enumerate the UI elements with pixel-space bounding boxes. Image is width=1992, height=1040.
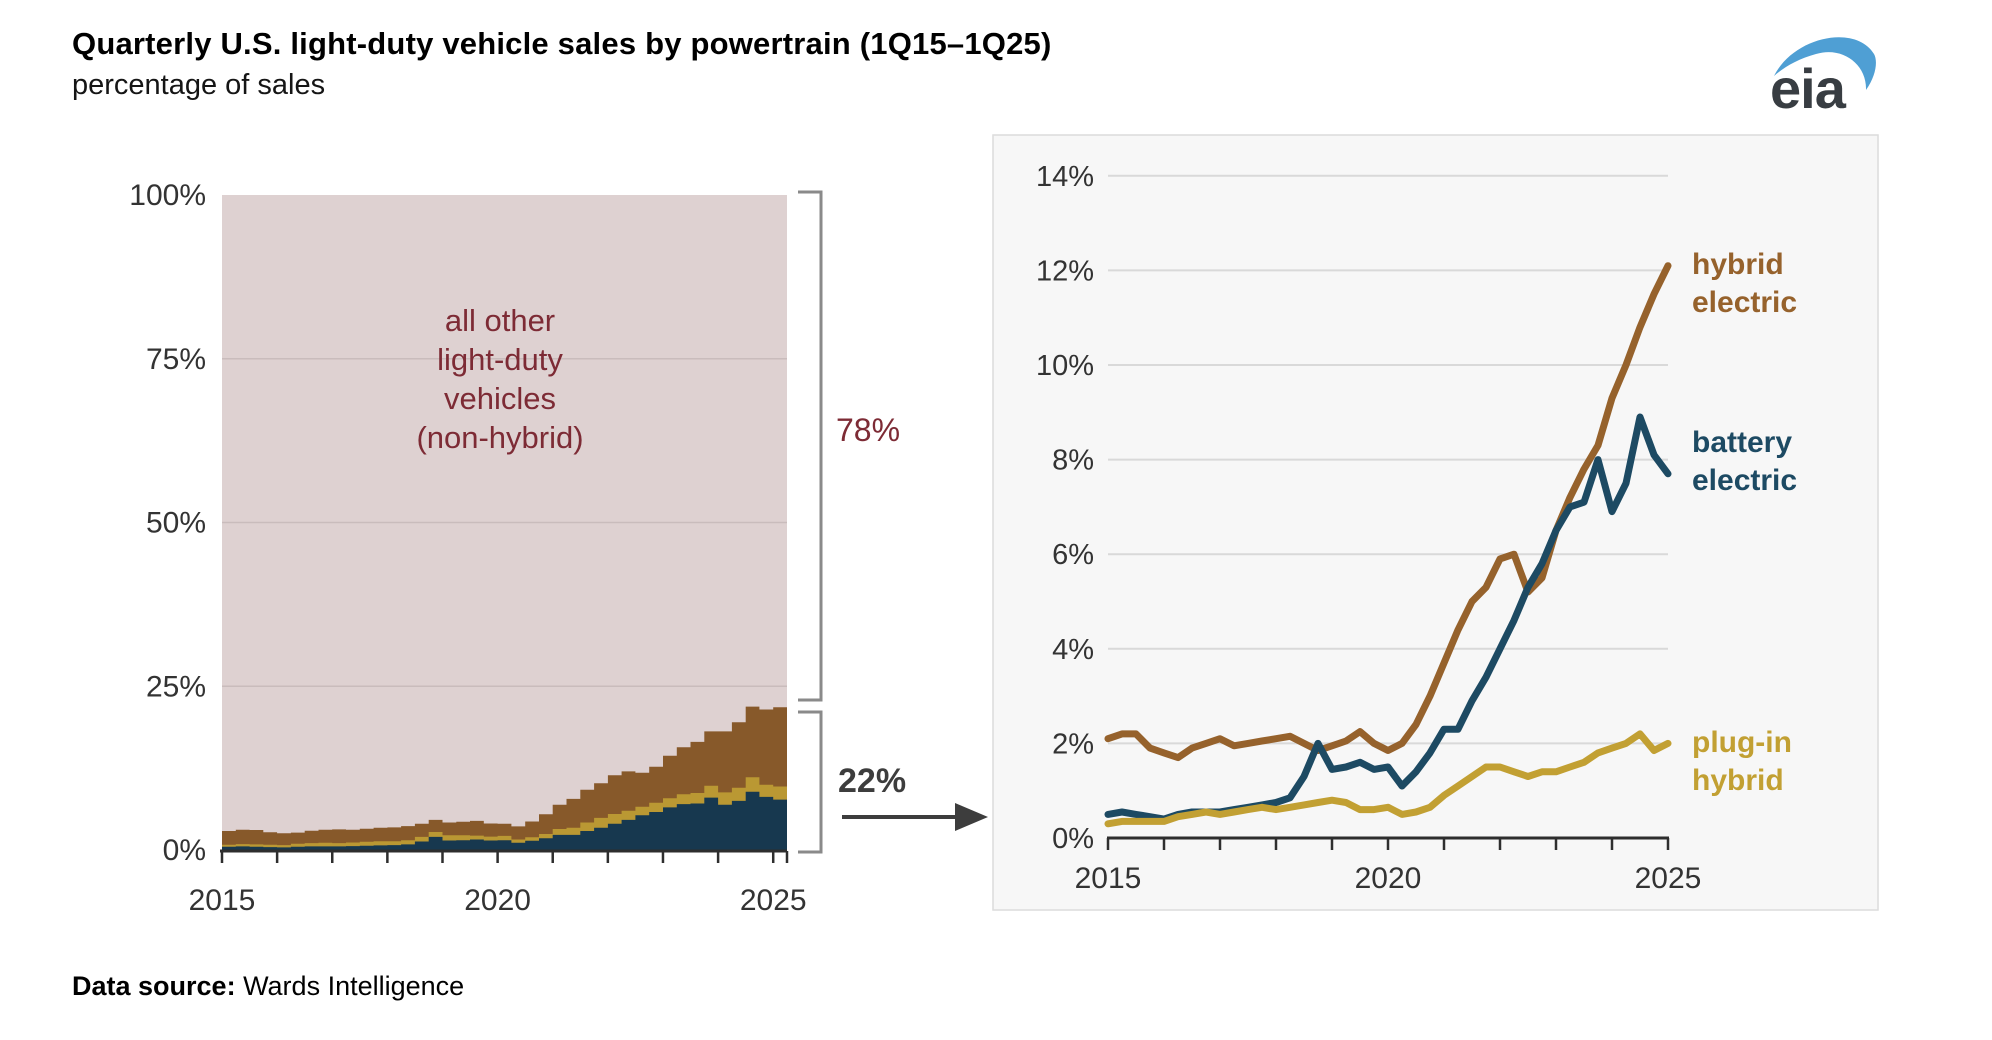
left-x-tick-label: 2020 [464,884,531,917]
data-source: Data source: Wards Intelligence [72,971,464,1002]
left-y-tick-label: 50% [146,507,206,540]
arrow-head-icon [955,803,988,831]
eia-logo-swoosh-icon [1774,37,1876,90]
label-battery-electric: battery electric [1692,426,1798,497]
right-x-tick-label: 2025 [1635,862,1702,895]
right-y-tick-label: 6% [1052,539,1094,571]
page-subtitle: percentage of sales [72,69,326,101]
left-y-tick-label: 75% [146,343,206,376]
line-hybrid-electric [1104,262,1672,762]
right-y-tick-label: 2% [1052,728,1094,760]
eia-logo-text: eia [1770,57,1847,120]
annotation-all-other: all other light-duty vehicles (non-hybri… [416,303,584,455]
page-title: Quarterly U.S. light-duty vehicle sales … [72,26,1052,61]
area-battery-electric [222,791,787,850]
right-y-tick-label: 8% [1052,445,1094,477]
right-y-tick-label: 12% [1036,255,1094,287]
right-x-tick-label: 2015 [1075,862,1142,895]
eia-logo-graphic: eia [1770,37,1876,120]
bracket-22-percent [798,710,823,854]
right-x-tick-label: 2020 [1355,862,1422,895]
left-x-tick-label: 2025 [740,884,807,917]
left-y-tick-label: 0% [163,834,206,867]
right-y-tick-label: 10% [1036,350,1094,382]
right-y-tick-label: 0% [1052,823,1094,855]
left-y-tick-label: 25% [146,670,206,703]
label-plug-in-hybrid: plug-in hybrid [1692,726,1792,797]
data-source-value: Wards Intelligence [235,971,465,1001]
left-x-tick-label: 2015 [189,884,256,917]
line-plug-in-hybrid [1104,730,1672,828]
data-source-label: Data source: [72,971,236,1001]
right-y-tick-label: 14% [1036,161,1094,193]
eia-logo: eia [1766,28,1886,120]
annotation-22-percent: 22% [838,762,907,800]
left-y-tick-label: 100% [129,179,206,212]
annotation-78-percent: 78% [836,412,901,448]
right-y-tick-label: 4% [1052,634,1094,666]
right-chart-panel [992,134,1879,911]
label-hybrid-electric: hybrid electric [1692,248,1798,319]
bracket-78-percent [798,190,823,702]
